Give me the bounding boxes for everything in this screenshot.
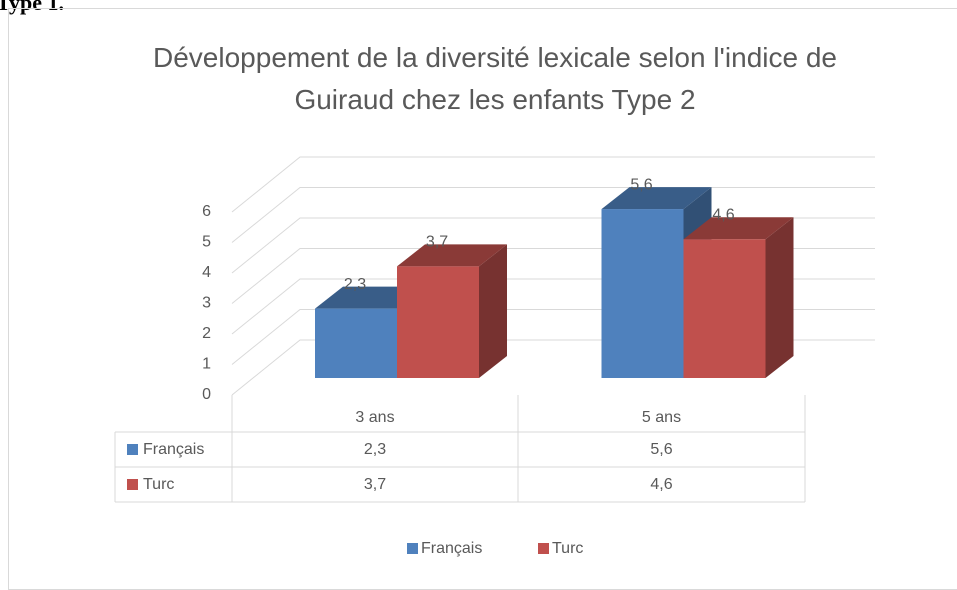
table-cell: 4,6 [650,476,672,493]
y-tick-label: 5 [202,234,211,251]
y-tick-label: 6 [202,203,211,220]
bar-top [683,217,794,240]
value-label: 5,6 [630,176,652,193]
value-label: 2,3 [344,276,366,293]
table-row-label: Turc [143,476,174,493]
chart-title: Développement de la diversité lexicale s… [153,42,837,115]
heading: Type 1. [0,0,65,15]
legend-key [538,543,549,554]
chart: 0 1 2 3 4 5 6 3 ans 2,3 3,7 5 ans 5,6 4,6 Français 2,3… [114,156,875,557]
bar-top [601,187,712,210]
legend-label: Turc [552,540,583,557]
table-cell: 5,6 [650,441,672,458]
bar [601,209,684,378]
bar-side [765,217,794,378]
y-tick-label: 4 [202,264,211,281]
table-key [127,479,138,490]
grid-line [231,156,875,213]
bar [397,266,479,378]
bar [683,239,766,378]
legend-key [407,543,418,554]
table-key [127,444,138,455]
x-tick-label: 5 ans [642,409,681,426]
y-tick-label: 0 [202,386,211,403]
bar-side [479,244,507,378]
table-row-label: Français [143,441,204,458]
y-tick-label: 2 [202,325,211,342]
table-cell: 2,3 [364,441,386,458]
bar [315,308,397,378]
value-label: 4,6 [712,206,734,223]
x-tick-label: 3 ans [355,409,394,426]
legend-label: Français [421,540,482,557]
y-tick-label: 3 [202,295,211,312]
table-cell: 3,7 [364,476,386,493]
y-tick-label: 1 [202,356,211,373]
value-label: 3,7 [426,234,448,251]
bar-top [397,244,507,267]
